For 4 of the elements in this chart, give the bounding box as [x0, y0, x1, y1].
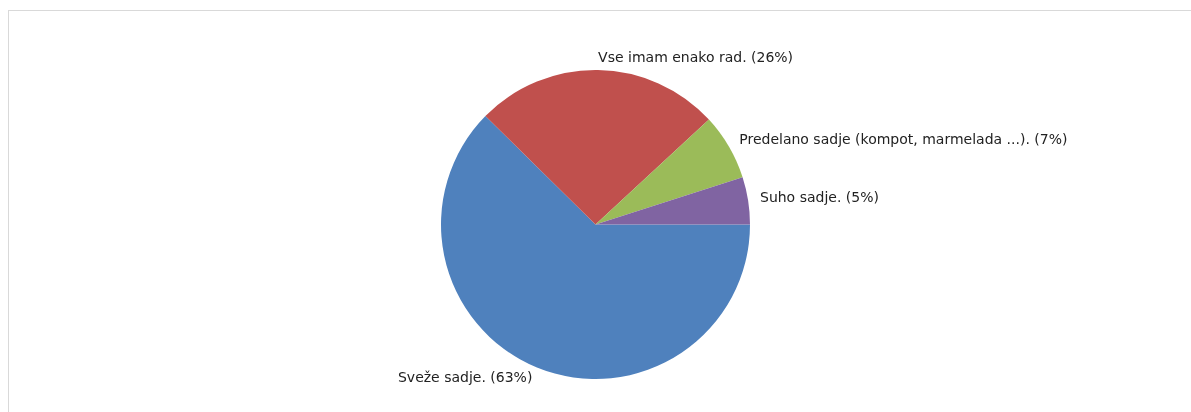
slice-label: Predelano sadje (kompot, marmelada ...). (7%)	[739, 131, 1068, 148]
slice-label: Suho sadje. (5%)	[759, 189, 879, 206]
slice-label: Sveže sadje. (63%)	[397, 369, 533, 386]
slice-label: Vse imam enako rad. (26%)	[598, 48, 794, 65]
